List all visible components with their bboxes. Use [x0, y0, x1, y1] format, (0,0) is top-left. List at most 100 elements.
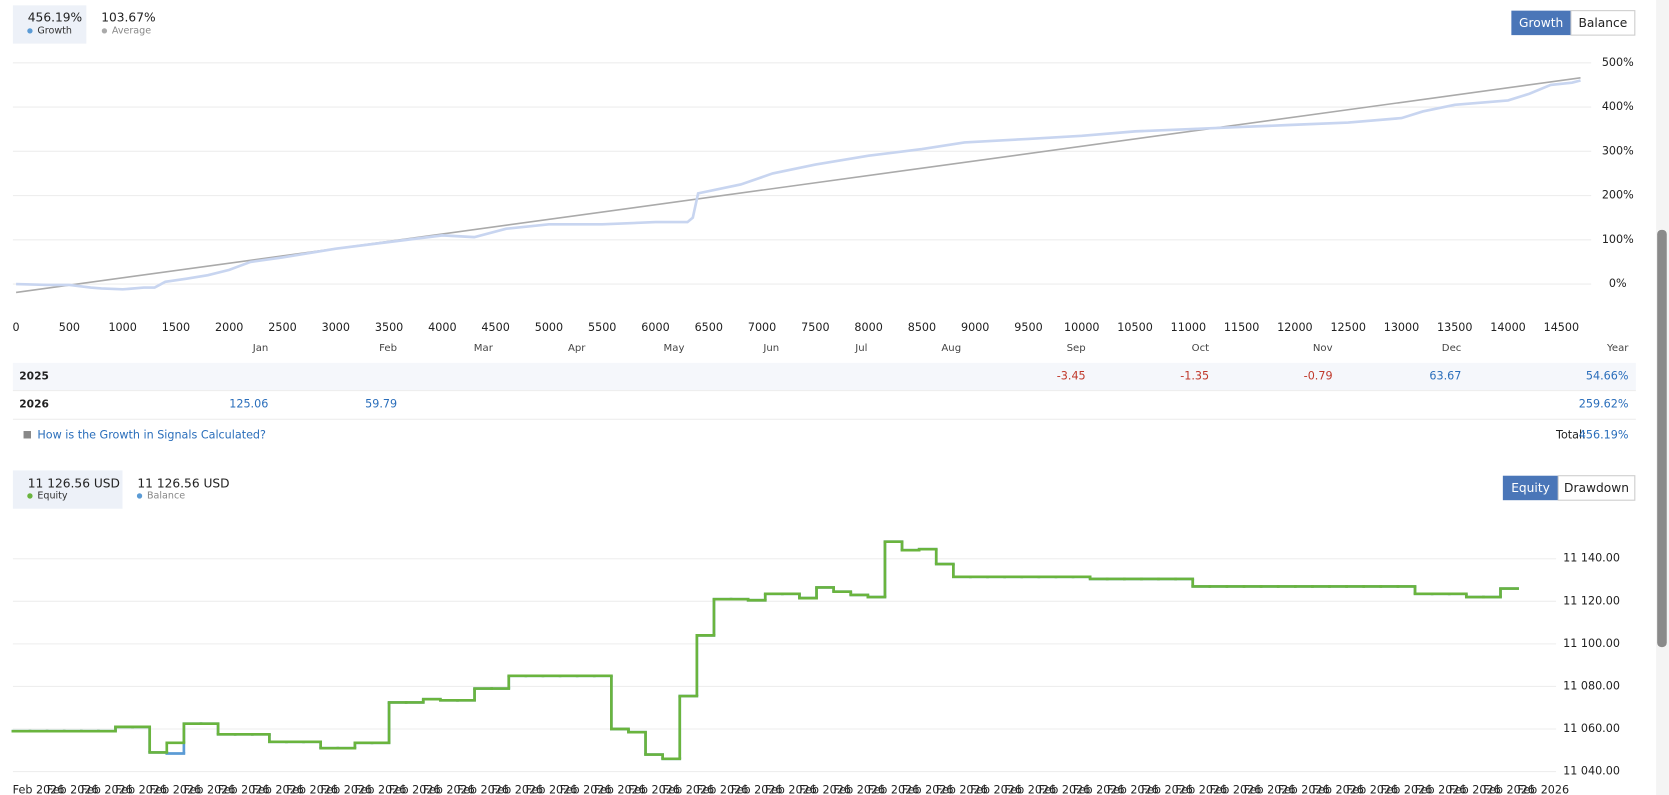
- tab-label[interactable]: Drawdown: [1564, 481, 1629, 495]
- cell-value: 59.79: [365, 397, 397, 410]
- cell-value: 125.06: [229, 397, 268, 410]
- average-value: 103.67%: [101, 11, 155, 25]
- column-header: Sep: [1067, 343, 1086, 354]
- column-header: Jun: [762, 343, 779, 354]
- legend-dot: [27, 28, 33, 34]
- x-tick-label: Feb 2026: [594, 784, 646, 795]
- x-tick-label: Feb 2026: [902, 784, 954, 795]
- column-header: Nov: [1313, 343, 1333, 354]
- x-tick-label: 12500: [1330, 321, 1366, 334]
- help-link[interactable]: How is the Growth in Signals Calculated?: [37, 428, 266, 441]
- x-tick-label: Feb 2026: [1312, 784, 1364, 795]
- column-header: Feb: [379, 343, 397, 354]
- x-tick-label: Feb 2026: [833, 784, 885, 795]
- x-tick-label: Feb 2026: [868, 784, 920, 795]
- legend-dot: [136, 493, 143, 499]
- x-tick-label: 0: [13, 321, 20, 334]
- x-tick-label: Feb 2026: [1346, 784, 1398, 795]
- y-tick-label: 11 140.00: [1563, 552, 1620, 565]
- link-icon: [23, 431, 31, 439]
- row-total: 54.66%: [1586, 370, 1629, 383]
- row-year: 2025: [19, 370, 49, 383]
- tab-label[interactable]: Growth: [1519, 16, 1563, 30]
- x-tick-label: 1500: [162, 321, 190, 334]
- x-tick-label: 5500: [588, 321, 616, 334]
- growth-value: 456.19%: [28, 11, 82, 25]
- x-tick-label: 1000: [108, 321, 136, 334]
- total-value: 456.19%: [1579, 428, 1629, 441]
- column-header: Jul: [854, 343, 867, 354]
- cell-value: -3.45: [1057, 370, 1086, 383]
- y-tick-label: 200%: [1602, 189, 1634, 202]
- x-tick-label: 7500: [801, 321, 829, 334]
- x-tick-label: 13000: [1384, 321, 1420, 334]
- series-line: [16, 79, 1581, 291]
- x-tick-label: Feb 2026: [970, 784, 1022, 795]
- summary-box: [12, 470, 123, 509]
- column-header: Apr: [568, 343, 586, 354]
- x-tick-label: 4000: [428, 321, 456, 334]
- row-year: 2026: [19, 397, 49, 410]
- x-tick-label: Feb 2026: [1073, 784, 1125, 795]
- x-tick-label: 9500: [1014, 321, 1042, 334]
- x-tick-label: Feb 2026: [1415, 784, 1467, 795]
- balance-value: 11 126.56 USD: [137, 477, 229, 491]
- x-tick-label: Feb 2026: [81, 784, 133, 795]
- x-tick-label: Feb 2026: [218, 784, 270, 795]
- x-tick-label: 2000: [215, 321, 243, 334]
- series-line: [15, 77, 1581, 294]
- x-tick-label: Feb 2026: [457, 784, 509, 795]
- x-tick-label: Feb 2026: [697, 784, 749, 795]
- x-tick-label: 14000: [1490, 321, 1526, 334]
- x-tick-label: Feb 2026: [320, 784, 372, 795]
- legend-label: Average: [112, 25, 151, 36]
- legend-label: Balance: [147, 490, 185, 501]
- x-tick-label: 500: [59, 321, 80, 334]
- y-tick-label: 300%: [1602, 144, 1634, 157]
- tab-label[interactable]: Balance: [1579, 16, 1628, 30]
- tab-button[interactable]: [1557, 475, 1636, 501]
- x-tick-label: Feb 2026: [1107, 784, 1159, 795]
- legend-dot: [101, 28, 108, 34]
- y-tick-label: 400%: [1602, 100, 1634, 113]
- x-tick-label: Feb 2026: [1004, 784, 1056, 795]
- column-header: Year: [1606, 343, 1629, 354]
- tab-button[interactable]: [1570, 10, 1636, 36]
- x-tick-label: 11500: [1224, 321, 1259, 334]
- x-tick-label: 11000: [1171, 321, 1207, 334]
- x-tick-label: Feb 2026: [47, 784, 99, 795]
- column-header: May: [664, 343, 685, 354]
- x-tick-label: Feb 2026: [799, 784, 851, 795]
- cell-value: -1.35: [1180, 370, 1209, 383]
- legend-label: Growth: [37, 25, 72, 36]
- x-tick-label: 14500: [1544, 321, 1580, 334]
- x-tick-label: Feb 2026: [1141, 784, 1193, 795]
- y-tick-label: 11 080.00: [1563, 679, 1620, 692]
- row-total: 259.62%: [1579, 397, 1629, 410]
- tab-label[interactable]: Equity: [1511, 481, 1550, 495]
- y-tick-label: 11 040.00: [1563, 765, 1620, 778]
- column-header: Oct: [1192, 343, 1210, 354]
- x-tick-label: 6000: [641, 321, 669, 334]
- y-tick-label: 100%: [1602, 233, 1634, 246]
- x-tick-label: Feb 2026: [1483, 784, 1535, 795]
- tab-button[interactable]: [1511, 10, 1571, 36]
- column-header: Jan: [252, 343, 269, 354]
- x-tick-label: Feb 2026: [1449, 784, 1501, 795]
- tab-button[interactable]: [1502, 475, 1559, 501]
- x-tick-label: 4500: [481, 321, 509, 334]
- x-tick-label: Feb 2026: [252, 784, 304, 795]
- column-header: Dec: [1442, 343, 1462, 354]
- x-tick-label: Feb 2026: [355, 784, 407, 795]
- scrollbar-thumb[interactable]: [1657, 229, 1667, 648]
- x-tick-label: 12000: [1277, 321, 1313, 334]
- x-tick-label: Feb 2026: [560, 784, 612, 795]
- x-tick-label: Feb 2026: [662, 784, 714, 795]
- x-tick-label: Feb 2026: [13, 784, 65, 795]
- x-tick-label: 3500: [375, 321, 403, 334]
- x-tick-label: 8000: [854, 321, 882, 334]
- x-tick-label: Feb 2026: [731, 784, 783, 795]
- summary-box: [12, 5, 87, 44]
- x-tick-label: Feb 2026: [1210, 784, 1262, 795]
- x-tick-label: Feb 2026: [423, 784, 475, 795]
